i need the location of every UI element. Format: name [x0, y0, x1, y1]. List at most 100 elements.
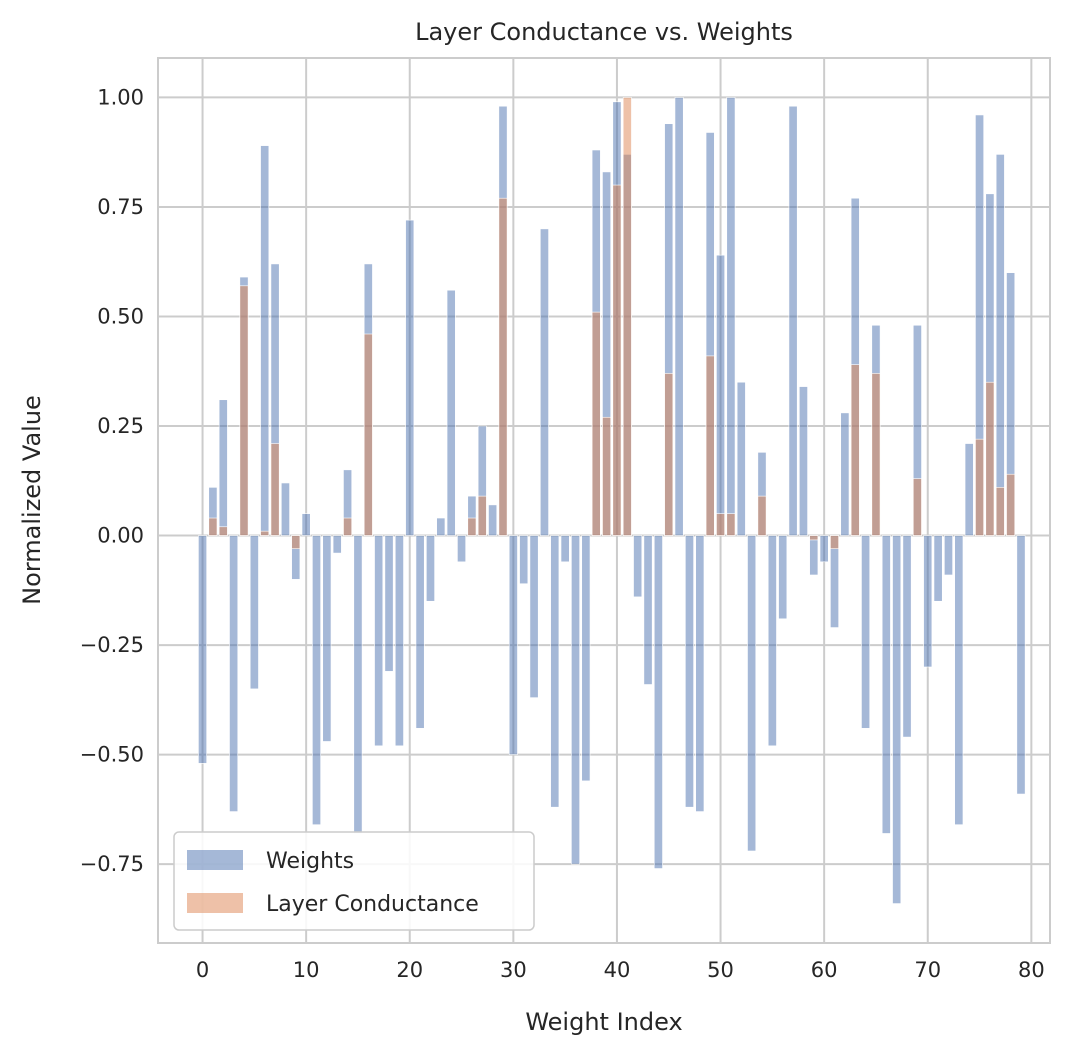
weights-bar [954, 535, 964, 826]
conductance-bar [291, 535, 301, 549]
legend-box [173, 831, 535, 931]
weights-bar [840, 412, 850, 536]
weights-bar [229, 535, 239, 812]
weights-bar [446, 289, 456, 536]
weights-bar [695, 535, 705, 812]
y-tick-label: 0.25 [97, 414, 144, 438]
weights-bar [529, 535, 539, 698]
weights-bar [685, 535, 694, 808]
y-tick-label: 0.00 [97, 524, 144, 548]
conductance-bar [757, 495, 767, 536]
y-axis-label: Normalized Value [18, 395, 46, 605]
legend: Weights Layer Conductance [173, 831, 535, 931]
conductance-bar [622, 97, 632, 536]
weights-bar [374, 535, 384, 747]
legend-swatch-layer-conductance [187, 893, 243, 913]
x-tick-label: 10 [293, 958, 320, 982]
conductance-bar [343, 517, 353, 536]
weights-bar [716, 254, 725, 536]
conductance-bar [975, 438, 984, 536]
weights-bar [426, 535, 435, 602]
weights-bar [944, 535, 953, 576]
conductance-bar [850, 364, 860, 536]
conductance-bar [1006, 473, 1016, 536]
weights-bar [902, 535, 912, 738]
weights-bar [819, 535, 829, 563]
weights-bar [312, 535, 321, 826]
x-tick-label: 30 [500, 958, 527, 982]
weights-bar [218, 399, 228, 536]
conductance-bar [726, 513, 736, 536]
weights-bar [892, 535, 902, 904]
legend-swatch-weights [187, 850, 243, 870]
weights-bar [571, 535, 580, 865]
conductance-bar [664, 373, 674, 536]
conductance-bar [467, 517, 477, 536]
weights-bar [581, 535, 591, 782]
weights-bar [747, 535, 757, 852]
y-tick-labels: −0.75 −0.50 −0.25 0.00 0.25 0.50 0.75 1.00 [80, 85, 144, 876]
conductance-bar [363, 333, 373, 536]
weights-bar [322, 535, 332, 742]
conductance-bar [477, 495, 487, 536]
plot-frame [157, 57, 1051, 944]
weights-bar [995, 154, 1005, 536]
conductance-bar [602, 416, 612, 536]
x-tick-label: 50 [707, 958, 734, 982]
conductance-bar [871, 373, 881, 536]
conductance-bar [716, 513, 725, 536]
weights-bar [550, 535, 560, 808]
x-tick-label: 70 [914, 958, 941, 982]
conductance-bar [612, 184, 622, 536]
weights-bar [249, 535, 259, 690]
weights-bar [519, 535, 529, 585]
weights-bar [923, 535, 933, 668]
y-tick-label: 1.00 [97, 85, 144, 109]
weights-bar [881, 535, 891, 834]
weights-bar [436, 517, 446, 536]
weights-bar [809, 535, 819, 576]
x-tick-label: 20 [396, 958, 423, 982]
x-tick-label: 60 [811, 958, 838, 982]
conductance-bar [208, 517, 218, 536]
weights-bar [415, 535, 425, 729]
weights-bar [488, 504, 498, 536]
y-tick-label: −0.50 [80, 743, 144, 767]
conductance-bar [239, 285, 249, 536]
legend-label-weights: Weights [266, 849, 354, 874]
y-tick-label: −0.75 [80, 852, 144, 876]
weights-bar [767, 535, 777, 747]
weights-bar [643, 535, 653, 685]
weights-bar [674, 97, 684, 536]
weights-bar [778, 535, 788, 620]
weights-bar [260, 145, 270, 536]
conductance-bar [260, 530, 270, 536]
conductance-bar [705, 355, 715, 536]
conductance-bar [270, 443, 280, 536]
legend-label-layer-conductance: Layer Conductance [266, 892, 479, 917]
weights-bar [726, 97, 736, 536]
weights-bar [560, 535, 570, 563]
weights-bar [280, 482, 290, 536]
weights-bar [933, 535, 943, 602]
weights-bar [301, 513, 311, 536]
weights-bar [830, 535, 839, 628]
weights-bar [653, 535, 663, 869]
conductance-bar [830, 535, 839, 549]
weights-bar [633, 535, 643, 598]
conductance-bar [809, 535, 819, 541]
weights-bar [736, 381, 746, 536]
weights-bar [861, 535, 871, 729]
weights-bar [798, 386, 808, 536]
conductance-bar [498, 197, 508, 536]
x-tick-labels: 0 10 20 30 40 50 60 70 80 [196, 958, 1045, 982]
weights-bar [508, 535, 518, 755]
weights-bar [405, 219, 415, 536]
conductance-series [208, 97, 1016, 549]
conductance-bar [218, 526, 228, 536]
y-tick-label: 0.50 [97, 304, 144, 328]
weights-bar [964, 443, 974, 536]
x-axis-label: Weight Index [525, 1008, 682, 1036]
weights-bar [198, 535, 207, 764]
